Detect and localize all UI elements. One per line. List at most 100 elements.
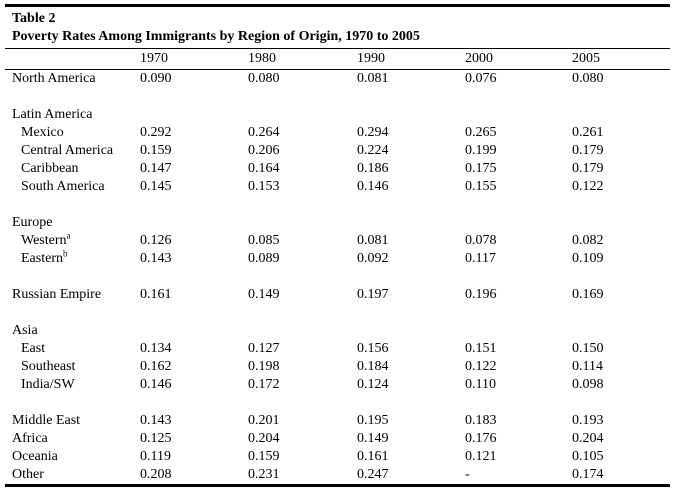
value-cell: 0.294 — [357, 125, 389, 140]
table-row: Mexico 0.292 0.264 0.294 0.265 0.261 — [5, 124, 670, 142]
value-cell — [357, 214, 465, 232]
value-cell: 0.172 — [248, 377, 280, 392]
spacer-cell — [5, 88, 670, 106]
value-cell: 0.117 — [465, 251, 496, 266]
value-cell: 0.119 — [140, 449, 171, 464]
region-label: India/SW — [21, 377, 75, 392]
table-title: Poverty Rates Among Immigrants by Region… — [12, 29, 420, 44]
value-cell: 0.156 — [357, 341, 389, 356]
spacer-row — [5, 196, 670, 214]
region-group-label: Asia — [12, 323, 38, 338]
region-label: Oceania — [12, 449, 58, 464]
value-cell — [357, 106, 465, 124]
value-cell: 0.110 — [465, 377, 496, 392]
value-cell: 0.149 — [357, 431, 389, 446]
region-label: Southeast — [21, 359, 76, 374]
spacer-cell — [5, 394, 670, 412]
value-cell: 0.081 — [357, 71, 389, 86]
value-cell: 0.125 — [140, 431, 172, 446]
spacer-row — [5, 304, 670, 322]
value-cell: 0.090 — [140, 71, 172, 86]
value-cell: 0.196 — [465, 287, 497, 302]
value-cell: 0.184 — [357, 359, 389, 374]
table-row: Westerna 0.126 0.085 0.081 0.078 0.082 — [5, 232, 670, 250]
value-cell — [140, 214, 248, 232]
value-cell: 0.109 — [572, 251, 604, 266]
table-row: Easternb 0.143 0.089 0.092 0.117 0.109 — [5, 250, 670, 268]
value-cell: 0.076 — [465, 71, 497, 86]
value-cell: 0.195 — [357, 413, 389, 428]
value-cell: 0.179 — [572, 161, 604, 176]
value-cell: 0.080 — [248, 71, 280, 86]
header-row: 1970 1980 1990 2000 2005 — [5, 48, 670, 70]
value-cell: 0.169 — [572, 287, 604, 302]
region-group-label: Europe — [12, 215, 53, 230]
spacer-row — [5, 394, 670, 412]
value-cell: 0.197 — [357, 287, 389, 302]
value-cell: 0.204 — [572, 431, 604, 446]
value-cell: 0.121 — [465, 449, 497, 464]
footnote-marker: a — [66, 232, 71, 241]
value-cell: 0.161 — [357, 449, 389, 464]
table-row: Europe — [5, 214, 670, 232]
spacer-cell — [5, 304, 670, 322]
table-number: Table 2 — [12, 11, 56, 26]
region-label: Mexico — [21, 125, 64, 140]
table-row: East 0.134 0.127 0.156 0.151 0.150 — [5, 340, 670, 358]
table-row: North America 0.090 0.080 0.081 0.076 0.080 — [5, 70, 670, 89]
value-cell: 0.201 — [248, 413, 280, 428]
value-cell: 0.224 — [357, 143, 389, 158]
value-cell: 0.098 — [572, 377, 604, 392]
table-row: Southeast 0.162 0.198 0.184 0.122 0.114 — [5, 358, 670, 376]
value-cell: 0.179 — [572, 143, 604, 158]
table-row: Oceania 0.119 0.159 0.161 0.121 0.105 — [5, 448, 670, 466]
spacer-cell — [5, 196, 670, 214]
region-label: Middle East — [12, 413, 81, 428]
value-cell: 0.078 — [465, 233, 497, 248]
region-label: Russian Empire — [12, 287, 102, 302]
table-2: Table 2 Poverty Rates Among Immigrants b… — [5, 4, 670, 487]
region-label: Other — [12, 467, 44, 482]
value-cell: 0.292 — [140, 125, 172, 140]
value-cell: 0.114 — [572, 359, 603, 374]
year-column-header-1990: 1990 — [357, 51, 385, 66]
table-row: South America 0.145 0.153 0.146 0.155 0.122 — [5, 178, 670, 196]
value-cell: 0.105 — [572, 449, 604, 464]
value-cell — [465, 106, 572, 124]
region-label: Easternb — [21, 250, 68, 266]
value-cell — [572, 322, 670, 340]
value-cell: 0.126 — [140, 233, 172, 248]
table-body: North America 0.090 0.080 0.081 0.076 0.080 La… — [5, 70, 670, 485]
table-row: Asia — [5, 322, 670, 340]
value-cell — [248, 106, 357, 124]
year-column-header-2000: 2000 — [465, 51, 493, 66]
table-row: Latin America — [5, 106, 670, 124]
spacer-cell — [5, 268, 670, 286]
year-column-header-1970: 1970 — [140, 51, 168, 66]
value-cell — [572, 214, 670, 232]
value-cell: 0.134 — [140, 341, 172, 356]
value-cell: 0.159 — [140, 143, 172, 158]
value-cell: 0.089 — [248, 251, 280, 266]
value-cell — [357, 322, 465, 340]
value-cell: 0.208 — [140, 467, 172, 482]
value-cell: 0.127 — [248, 341, 280, 356]
value-cell: 0.199 — [465, 143, 497, 158]
value-cell: 0.143 — [140, 251, 172, 266]
value-cell: 0.247 — [357, 467, 389, 482]
value-cell — [248, 214, 357, 232]
value-cell: 0.153 — [248, 179, 280, 194]
value-cell: 0.085 — [248, 233, 280, 248]
value-cell: 0.186 — [357, 161, 389, 176]
region-label: Westerna — [21, 232, 71, 248]
region-label: South America — [21, 179, 105, 194]
value-cell: 0.176 — [465, 431, 497, 446]
region-label: Central America — [21, 143, 114, 158]
table-row: Russian Empire 0.161 0.149 0.197 0.196 0.169 — [5, 286, 670, 304]
table-row: Middle East 0.143 0.201 0.195 0.183 0.193 — [5, 412, 670, 430]
region-label: North America — [12, 71, 96, 86]
value-cell: 0.161 — [140, 287, 172, 302]
poverty-rates-table: 1970 1980 1990 2000 2005 North America 0.… — [5, 48, 670, 484]
value-cell: 0.198 — [248, 359, 280, 374]
